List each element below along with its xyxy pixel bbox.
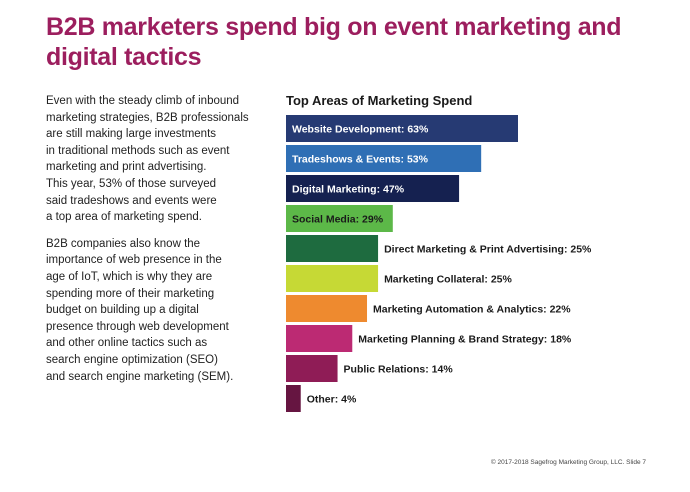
paragraph-2: B2B companies also know the importance o…: [46, 237, 234, 383]
bar-label-10: Other: 4%: [307, 394, 357, 406]
bar-label-6: Marketing Collateral: 25%: [384, 274, 512, 286]
bar-4: [286, 205, 393, 232]
bar-6: [286, 265, 379, 292]
bar-9: [286, 355, 338, 382]
bar-label-2: Tradeshows & Events: 53%: [292, 154, 429, 166]
bar-8: [286, 325, 353, 352]
bar-label-1: Website Development: 63%: [292, 124, 429, 136]
bar-label-7: Marketing Automation & Analytics: 22%: [373, 304, 571, 316]
bar-10: [286, 385, 301, 412]
bar-label-4: Social Media: 29%: [292, 214, 384, 226]
bar-label-5: Direct Marketing & Print Advertising: 25…: [384, 244, 592, 256]
footer: © 2017-2018 Sagefrog Marketing Group, LL…: [490, 459, 646, 466]
bar-label-9: Public Relations: 14%: [344, 364, 454, 376]
bar-5: [286, 235, 379, 262]
body-text: Even with the steady climb of inbound ma…: [46, 93, 266, 395]
bar-3: [286, 175, 460, 202]
paragraph-1: Even with the steady climb of inbound ma…: [46, 95, 249, 224]
bar-label-8: Marketing Planning & Brand Strategy: 18%: [358, 334, 572, 346]
slide-title: B2B marketers spend big on event marketi…: [46, 13, 622, 71]
chart-title: Top Areas of Marketing Spend: [286, 93, 473, 108]
bar-label-3: Digital Marketing: 47%: [292, 184, 405, 196]
bar-1: [286, 115, 518, 142]
bar-7: [286, 295, 368, 322]
bar-2: [286, 145, 482, 172]
